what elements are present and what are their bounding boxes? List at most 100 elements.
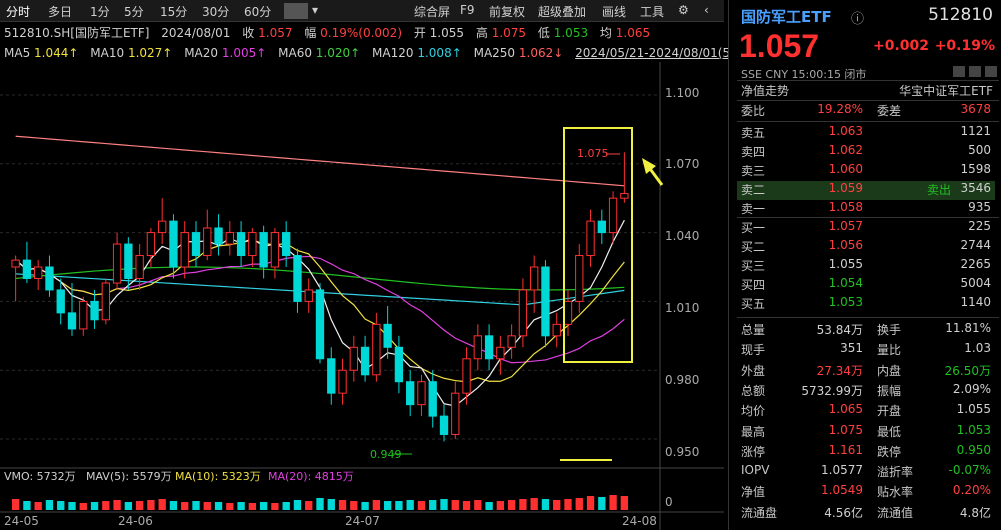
candle-body bbox=[428, 381, 437, 417]
dropdown-icon[interactable]: ▾ bbox=[312, 3, 319, 17]
axis-labels: 1.100 1.070 1.040 1.010 0.980 0.950 0 24… bbox=[4, 86, 699, 528]
candle-body bbox=[135, 255, 144, 279]
bid-row[interactable]: 买一 1.057 225 bbox=[741, 219, 991, 235]
tool-icon[interactable] bbox=[969, 66, 981, 77]
candle-body bbox=[11, 259, 20, 268]
volume-bar bbox=[609, 495, 617, 510]
candle-body bbox=[507, 335, 516, 348]
candle-body bbox=[327, 358, 336, 394]
y-tick-label: 1.070 bbox=[665, 157, 699, 171]
tab-1min[interactable]: 1分 bbox=[90, 5, 110, 19]
ask-row[interactable]: 卖五 1.063 1121 bbox=[741, 124, 991, 140]
volume-bar bbox=[361, 502, 369, 510]
stat-row: 净值 1.0549 贴水率 0.20% bbox=[741, 483, 991, 500]
volume-bar bbox=[519, 499, 527, 510]
gear-icon[interactable]: ⚙ bbox=[678, 3, 689, 17]
candle-body bbox=[79, 300, 88, 330]
tool-tools[interactable]: 工具 bbox=[640, 5, 665, 19]
candle-body bbox=[146, 232, 156, 257]
volume-bars bbox=[11, 495, 629, 510]
x-tick-label: 24-07 bbox=[345, 514, 380, 528]
x-tick-label: 24-06 bbox=[118, 514, 153, 528]
volume-bar bbox=[564, 499, 572, 510]
ma10-label: MA10 bbox=[90, 46, 125, 60]
tab-15min[interactable]: 15分 bbox=[160, 5, 188, 19]
candle-body bbox=[22, 259, 32, 279]
chevron-left-icon[interactable]: ‹ bbox=[704, 3, 709, 17]
candle-body bbox=[349, 346, 358, 371]
candle-body bbox=[270, 232, 280, 268]
candle-body bbox=[530, 266, 539, 291]
security-name[interactable]: 国防军工ETF bbox=[741, 8, 832, 26]
date-range[interactable]: 2024/05/21-2024/08/01(52日) bbox=[575, 46, 755, 60]
candle-body bbox=[439, 415, 449, 435]
volume-bar bbox=[553, 500, 561, 510]
ask-row[interactable]: 卖三 1.060 1598 bbox=[741, 162, 991, 178]
period-selector-box[interactable] bbox=[284, 3, 308, 19]
y-tick-label: 0.980 bbox=[665, 373, 699, 387]
low-label: 低 bbox=[537, 26, 550, 40]
candle-body bbox=[518, 289, 528, 337]
price-change: +0.002 bbox=[873, 38, 930, 54]
volume-bar bbox=[169, 501, 178, 510]
tool-f9[interactable]: F9 bbox=[460, 3, 475, 17]
tab-60min[interactable]: 60分 bbox=[244, 5, 272, 19]
candle-body bbox=[45, 266, 54, 291]
quote-panel: 国防军工ETF ⓘ 512810 1.057 +0.002 +0.19% SSE… bbox=[728, 0, 1001, 530]
tool-overlay[interactable]: 超级叠加 bbox=[538, 5, 587, 19]
order-ratio-row: 委比 19.28% 委差 3678 bbox=[741, 102, 991, 118]
volume-bar bbox=[575, 498, 583, 510]
volume-bar bbox=[496, 501, 505, 510]
ask-row[interactable]: 卖四 1.062 500 bbox=[741, 143, 991, 159]
volume-bar bbox=[158, 499, 166, 510]
ask-row[interactable]: 卖二 1.059 卖出 3546 bbox=[737, 181, 995, 200]
ma120-value: 1.008↑ bbox=[417, 46, 462, 60]
candle-body bbox=[248, 232, 257, 257]
tool-adjust[interactable]: 前复权 bbox=[489, 5, 526, 19]
x-tick-label: 24-08 bbox=[622, 514, 657, 528]
stat-row: IOPV 1.0577 溢折率 -0.07% bbox=[741, 463, 991, 480]
candle-body bbox=[484, 335, 494, 360]
bid-row[interactable]: 买三 1.055 2265 bbox=[741, 257, 991, 273]
volume-bar bbox=[271, 503, 279, 510]
close-label: 收 bbox=[242, 26, 255, 40]
bid-row[interactable]: 买五 1.053 1140 bbox=[741, 295, 991, 311]
candle-body bbox=[169, 220, 178, 268]
candle-body bbox=[394, 346, 404, 383]
kline-chart[interactable]: 1.100 1.070 1.040 1.010 0.980 0.950 0 24… bbox=[0, 62, 724, 530]
amp-label: 幅 bbox=[304, 26, 317, 40]
volume-bar bbox=[203, 502, 211, 510]
bid-row[interactable]: 买二 1.056 2744 bbox=[741, 238, 991, 254]
tab-30min[interactable]: 30分 bbox=[202, 5, 230, 19]
candles bbox=[11, 152, 629, 442]
ask-row[interactable]: 卖一 1.058 935 bbox=[741, 200, 991, 216]
tab-multiday[interactable]: 多日 bbox=[48, 5, 73, 19]
nav-trend-link[interactable]: 净值走势 bbox=[741, 84, 790, 98]
candle-body bbox=[563, 300, 573, 325]
candle-body bbox=[338, 369, 347, 394]
edit-icon[interactable] bbox=[953, 66, 965, 77]
tool-composite[interactable]: 综合屏 bbox=[414, 5, 451, 19]
info-icon[interactable]: ⓘ bbox=[851, 12, 865, 27]
amp-value: 0.19%(0.002) bbox=[320, 26, 402, 40]
tab-fenshi[interactable]: 分时 bbox=[6, 5, 31, 19]
tab-5min[interactable]: 5分 bbox=[124, 5, 144, 19]
ma10-value: 1.027↑ bbox=[127, 46, 173, 60]
volume-bar bbox=[102, 501, 110, 510]
candle-body bbox=[496, 346, 505, 360]
x-tick-label: 24-05 bbox=[4, 514, 39, 528]
code-name: 512810.SH[国防军工ETF] bbox=[4, 26, 150, 40]
y-tick-label: 1.010 bbox=[665, 301, 699, 315]
tracking-index[interactable]: 华宝中证军工ETF bbox=[899, 84, 993, 98]
volume-bar bbox=[507, 500, 516, 510]
high-label: 高 bbox=[475, 26, 488, 40]
bid-row[interactable]: 买四 1.054 5004 bbox=[741, 276, 991, 292]
volume-bar bbox=[598, 497, 606, 510]
candle-body bbox=[473, 335, 482, 360]
candle-body bbox=[552, 323, 561, 337]
ma20-value: 1.005↑ bbox=[221, 46, 267, 60]
more-icon[interactable] bbox=[985, 66, 997, 77]
candle-body bbox=[67, 312, 77, 330]
tool-draw[interactable]: 画线 bbox=[602, 5, 627, 19]
ma-info-line: MA5 1.044↑ MA10 1.027↑ MA20 1.005↑ MA60 … bbox=[4, 44, 754, 62]
